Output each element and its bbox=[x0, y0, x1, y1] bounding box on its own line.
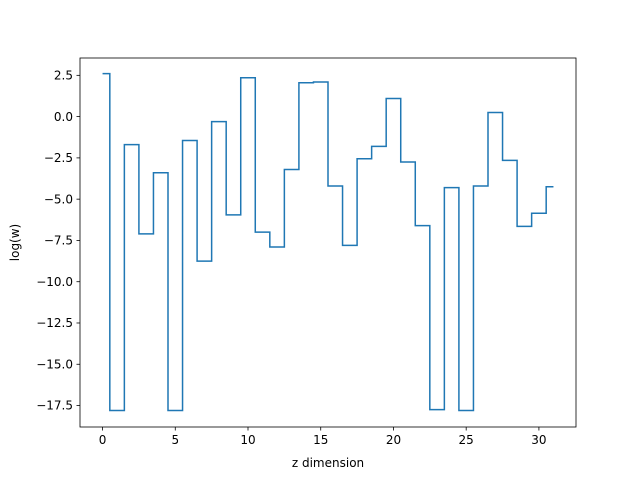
y-tick-label: −5.0 bbox=[44, 192, 73, 206]
plot-frame bbox=[79, 57, 577, 428]
x-tick-label: 25 bbox=[459, 433, 474, 447]
series-line bbox=[102, 72, 554, 412]
y-tick-label: −17.5 bbox=[36, 399, 73, 413]
series-layer bbox=[102, 72, 554, 412]
x-tick-label: 20 bbox=[386, 433, 401, 447]
y-axis-label: log(w) bbox=[8, 224, 22, 261]
x-tick-label: 10 bbox=[240, 433, 255, 447]
y-tick-label: −15.0 bbox=[36, 357, 73, 371]
y-tick-label: −10.0 bbox=[36, 275, 73, 289]
x-axis-label: z dimension bbox=[292, 456, 364, 470]
x-tick-label: 30 bbox=[531, 433, 546, 447]
x-tick-label: 15 bbox=[313, 433, 328, 447]
x-axis: 0 5 10 15 20 25 30 bbox=[99, 427, 547, 447]
x-tick-label: 5 bbox=[171, 433, 179, 447]
y-axis: 2.5 0.0 −2.5 −5.0 −7.5 −10.0 −12.5 −15.0 −17.5 bbox=[36, 69, 80, 413]
y-tick-label: 2.5 bbox=[54, 69, 73, 83]
y-tick-label: −2.5 bbox=[44, 151, 73, 165]
x-tick-label: 0 bbox=[99, 433, 107, 447]
y-tick-label: 0.0 bbox=[54, 110, 73, 124]
y-tick-label: −7.5 bbox=[44, 234, 73, 248]
y-tick-label: −12.5 bbox=[36, 316, 73, 330]
